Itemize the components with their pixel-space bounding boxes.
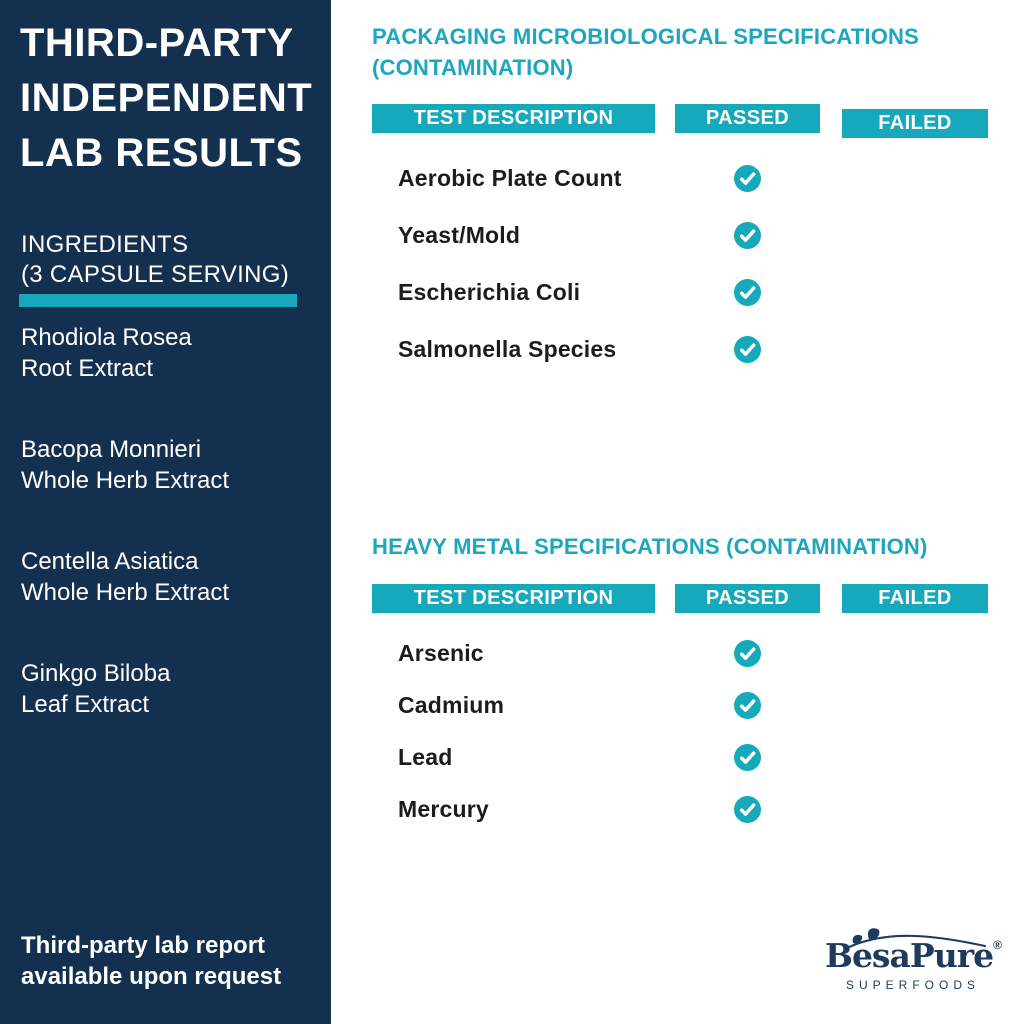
table-row: Escherichia Coli xyxy=(372,264,988,321)
table-row: Aerobic Plate Count xyxy=(372,150,988,207)
ingredient-name: Bacopa Monnieri xyxy=(21,436,202,463)
ingredients-heading-line: INGREDIENTS xyxy=(21,231,189,258)
column-header-test-description: TEST DESCRIPTION xyxy=(372,104,655,133)
brand-name: BesaPure xyxy=(825,936,994,975)
ingredients-heading: INGREDIENTS (3 CAPSULE SERVING) xyxy=(21,230,289,290)
ingredient-part: Whole Herb Extract xyxy=(21,467,230,494)
ingredient-name: Rhodiola Rosea xyxy=(21,324,192,351)
table-header-row: TEST DESCRIPTION PASSED FAILED xyxy=(372,584,988,613)
test-name: Cadmium xyxy=(398,691,505,718)
column-header-passed: PASSED xyxy=(675,584,820,613)
brand-tagline: SUPERFOODS xyxy=(845,978,980,992)
ingredients-heading-line: (3 CAPSULE SERVING) xyxy=(21,261,290,288)
passed-cell xyxy=(675,279,820,306)
table-row: Yeast/Mold xyxy=(372,207,988,264)
passed-cell xyxy=(675,795,820,823)
passed-cell xyxy=(675,222,820,249)
test-name: Escherichia Coli xyxy=(398,279,581,305)
passed-cell xyxy=(675,336,820,363)
test-name: Arsenic xyxy=(398,639,484,666)
passed-cell xyxy=(675,691,820,719)
sidebar: THIRD-PARTY INDEPENDENT LAB RESULTS INGR… xyxy=(0,0,331,1024)
column-header-test-description: TEST DESCRIPTION xyxy=(372,584,655,613)
check-circle-icon xyxy=(734,165,761,192)
teal-divider xyxy=(19,294,297,307)
check-circle-icon xyxy=(734,279,761,306)
table-header-row: TEST DESCRIPTION PASSED FAILED xyxy=(372,104,988,138)
table-body: Aerobic Plate Count Yeast/Mold Escherich… xyxy=(372,150,988,378)
check-circle-icon xyxy=(734,222,761,249)
column-header-passed: PASSED xyxy=(675,104,820,133)
ingredients-list: Rhodiola Rosea Root Extract Bacopa Monni… xyxy=(21,322,229,770)
ingredient-part: Whole Herb Extract xyxy=(21,579,230,606)
brand-wordmark: BesaPure® xyxy=(825,928,1002,976)
table-row: Cadmium xyxy=(372,679,988,731)
list-item: Centella Asiatica Whole Herb Extract xyxy=(21,546,229,608)
check-circle-icon xyxy=(734,795,761,823)
test-name: Mercury xyxy=(398,795,489,822)
table-row: Salmonella Species xyxy=(372,321,988,378)
list-item: Rhodiola Rosea Root Extract xyxy=(21,322,229,384)
check-circle-icon xyxy=(734,336,761,363)
list-item: Ginkgo Biloba Leaf Extract xyxy=(21,658,229,720)
passed-cell xyxy=(675,165,820,192)
test-name: Yeast/Mold xyxy=(398,222,521,248)
section-heading: PACKAGING MICROBIOLOGICAL SPECIFICATIONS… xyxy=(372,24,920,80)
page-title-line: INDEPENDENT xyxy=(20,76,313,120)
ingredient-part: Leaf Extract xyxy=(21,691,150,718)
lab-report-note-line: available upon request xyxy=(21,963,282,990)
page-title-line: LAB RESULTS xyxy=(20,131,303,175)
passed-cell xyxy=(675,639,820,667)
lab-report-note-line: Third-party lab report xyxy=(21,932,266,959)
test-name: Aerobic Plate Count xyxy=(398,165,622,191)
check-circle-icon xyxy=(734,639,761,667)
test-name: Lead xyxy=(398,743,453,770)
check-circle-icon xyxy=(734,743,761,771)
ingredient-name: Centella Asiatica xyxy=(21,548,199,575)
column-header-failed: FAILED xyxy=(842,584,988,613)
section-heading: HEAVY METAL SPECIFICATIONS (CONTAMINATIO… xyxy=(372,534,928,559)
table-body: Arsenic Cadmium Lead xyxy=(372,627,988,835)
registered-mark: ® xyxy=(993,938,1002,952)
ingredient-part: Root Extract xyxy=(21,355,154,382)
ingredient-name: Ginkgo Biloba xyxy=(21,660,171,687)
page-title-line: THIRD-PARTY xyxy=(20,21,294,65)
brand-logo: BesaPure® SUPERFOODS xyxy=(818,928,1008,992)
page-title: THIRD-PARTY INDEPENDENT LAB RESULTS xyxy=(20,16,312,181)
list-item: Bacopa Monnieri Whole Herb Extract xyxy=(21,434,229,496)
passed-cell xyxy=(675,743,820,771)
column-header-failed: FAILED xyxy=(842,109,988,138)
table-row: Arsenic xyxy=(372,627,988,679)
lab-report-note: Third-party lab report available upon re… xyxy=(21,930,281,992)
test-name: Salmonella Species xyxy=(398,336,617,362)
table-row: Mercury xyxy=(372,783,988,835)
table-row: Lead xyxy=(372,731,988,783)
check-circle-icon xyxy=(734,691,761,719)
